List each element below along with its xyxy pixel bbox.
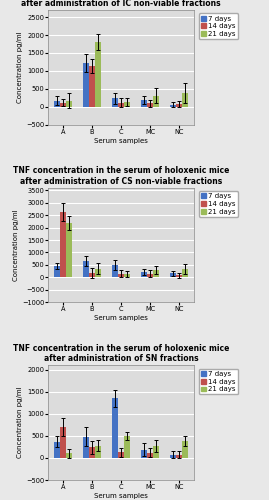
Y-axis label: Concentration pg/ml: Concentration pg/ml: [13, 209, 19, 281]
Bar: [176, 276, 182, 278]
Bar: [176, 104, 182, 106]
Bar: [182, 93, 188, 106]
Bar: [141, 100, 147, 106]
Bar: [171, 455, 176, 458]
Bar: [118, 452, 124, 458]
Bar: [66, 223, 72, 278]
Bar: [54, 442, 60, 458]
X-axis label: Serum samples: Serum samples: [94, 493, 148, 499]
Bar: [118, 103, 124, 106]
Bar: [54, 100, 60, 106]
Bar: [89, 448, 95, 458]
Legend: 7 days, 14 days, 21 days: 7 days, 14 days, 21 days: [199, 191, 238, 217]
Bar: [141, 272, 147, 278]
X-axis label: Serum samples: Serum samples: [94, 316, 148, 322]
Legend: 7 days, 14 days, 21 days: 7 days, 14 days, 21 days: [199, 369, 238, 394]
Bar: [89, 66, 95, 106]
Bar: [95, 42, 101, 106]
Bar: [182, 269, 188, 278]
Title: TNF concentration in the serum of holoxenic mice
after administration of IC non-: TNF concentration in the serum of holoxe…: [13, 0, 229, 8]
Bar: [66, 100, 72, 106]
X-axis label: Serum samples: Serum samples: [94, 138, 148, 143]
Bar: [124, 436, 130, 458]
Y-axis label: Concentration pg/ml: Concentration pg/ml: [17, 387, 23, 458]
Bar: [66, 453, 72, 458]
Bar: [95, 269, 101, 278]
Title: TNF concentration in the serum of holoxenic mice
after administration of SN frac: TNF concentration in the serum of holoxe…: [13, 344, 229, 363]
Bar: [112, 98, 118, 106]
Bar: [147, 274, 153, 278]
Bar: [95, 446, 101, 458]
Bar: [153, 270, 159, 278]
Bar: [60, 103, 66, 106]
Bar: [153, 446, 159, 458]
Bar: [112, 398, 118, 458]
Bar: [60, 427, 66, 458]
Bar: [153, 96, 159, 106]
Bar: [124, 274, 130, 278]
Bar: [124, 102, 130, 106]
Bar: [147, 103, 153, 106]
Bar: [83, 437, 89, 458]
Bar: [171, 104, 176, 106]
Bar: [60, 212, 66, 278]
Bar: [89, 273, 95, 278]
Y-axis label: Concentration pg/ml: Concentration pg/ml: [17, 32, 23, 103]
Bar: [83, 260, 89, 278]
Bar: [171, 273, 176, 278]
Bar: [182, 441, 188, 458]
Bar: [83, 63, 89, 106]
Bar: [112, 265, 118, 278]
Bar: [147, 452, 153, 458]
Bar: [54, 266, 60, 278]
Bar: [141, 450, 147, 458]
Bar: [176, 455, 182, 458]
Legend: 7 days, 14 days, 21 days: 7 days, 14 days, 21 days: [199, 14, 238, 39]
Bar: [118, 274, 124, 278]
Title: TNF concentration in the serum of holoxenic mice
after administration of CS non-: TNF concentration in the serum of holoxe…: [13, 166, 229, 186]
